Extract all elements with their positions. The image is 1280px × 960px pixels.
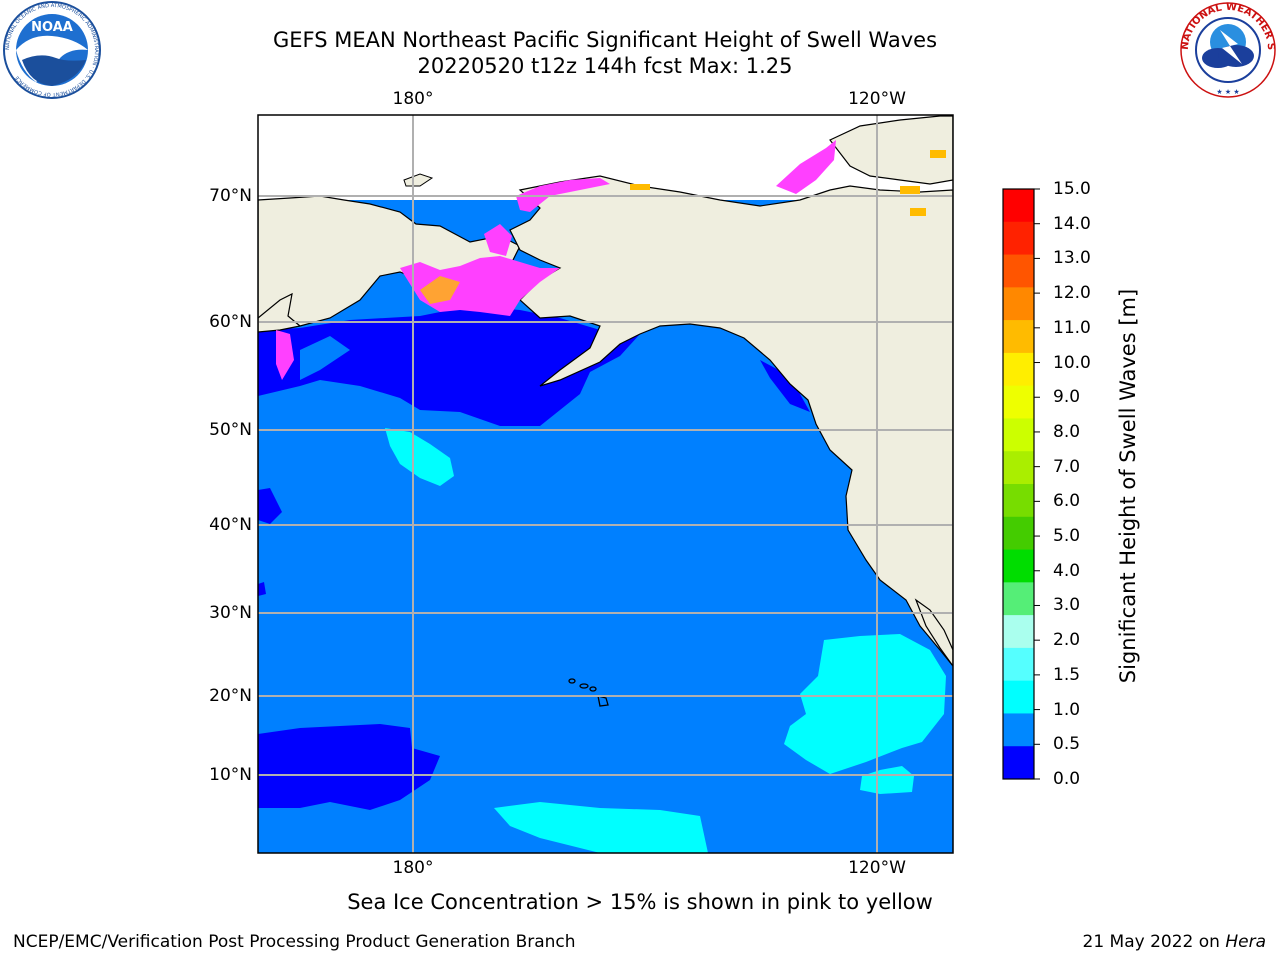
colorbar-swatch [1003,615,1034,649]
colorbar-tick-label: 0.0 [1053,769,1081,789]
colorbar-label: Significant Height of Swell Waves [m] [1116,288,1140,684]
colorbar-tick-label: 14.0 [1053,213,1091,234]
chart-subtitle: 20220520 t12z 144h fcst Max: 1.25 [417,54,793,78]
aleutian-low-swell [300,336,350,380]
colorbar-tick-label: 15.0 [1053,179,1091,199]
credit-text: NCEP/EMC/Verification Post Processing Pr… [13,932,576,952]
colorbar-swatch [1003,320,1034,354]
gulf-low-swell [760,360,810,412]
colorbar-swatch [1003,385,1034,419]
colorbar-swatch [1003,254,1034,288]
colorbar-tick-label: 1.5 [1053,664,1081,685]
sea-ice-note: Sea Ice Concentration > 15% is shown in … [347,890,933,914]
colorbar-tick-label: 6.0 [1053,491,1081,512]
southwest-low-swell [258,724,440,810]
canada-arctic-land [829,115,953,185]
west-edge-low [258,488,282,524]
colorbar-tick-label: 5.0 [1053,526,1081,547]
sea-ice-norton [484,224,512,256]
lat-label-70n: 70°N [209,186,252,206]
colorbar-swatch [1003,352,1034,387]
colorbar-swatch [1003,713,1034,747]
sea-ice-bering-yellow [420,276,460,304]
colorbar-swatch [1003,647,1034,682]
lat-label-30n: 30°N [209,603,252,623]
svg-text:★ ★ ★: ★ ★ ★ [1216,88,1239,96]
host-name: Hera [1225,932,1266,952]
colorbar-tick-label: 9.0 [1053,387,1081,408]
lat-label-20n: 20°N [209,686,252,706]
map-frame [257,114,954,854]
colorbar-tick-label: 8.0 [1053,421,1081,442]
kamchatka-coast [258,292,301,327]
east-patch-1 [784,634,946,774]
colorbar-tick-label: 0.5 [1053,734,1081,755]
colorbar-swatch [1003,287,1034,321]
north-america-land [509,175,953,667]
noaa-logo-text: NOAA [31,20,73,35]
sea-ice-chukchi [516,178,610,212]
chart-title: GEFS MEAN Northeast Pacific Significant … [272,28,938,52]
colorbar-tick-label: 13.0 [1053,248,1091,269]
colorbar-tick-label: 7.0 [1053,456,1081,477]
lon-label-bottom-180: 180° [392,858,434,878]
colorbar-swatch [1003,680,1034,714]
lon-label-top-120w: 120°W [848,89,906,109]
colorbar-swatch [1003,189,1034,223]
sea-ice-kamchatka [276,330,294,380]
colorbar-swatch [1003,418,1034,452]
colorbar-tick-label: 11.0 [1053,317,1091,338]
west-edge-low-2 [258,582,266,596]
sea-ice-arctic-dots [630,150,946,216]
east-patch-2 [860,766,914,794]
colorbar-swatch [1003,549,1034,583]
lat-label-10n: 10°N [209,765,252,785]
colorbar-swatch [1003,746,1034,780]
colorbar-swatch [1003,484,1034,518]
mid-pacific-patch [385,428,454,486]
noaa-logo-icon: NOAA NATIONAL OCEANIC AND ATMOSPHERIC AD… [3,1,101,99]
lat-label-50n: 50°N [209,420,252,440]
colorbar-swatch [1003,516,1034,551]
colorbar-tick-label: 4.0 [1053,560,1081,581]
lon-label-bottom-120w: 120°W [848,858,906,878]
south-patch [494,802,708,853]
st-lawrence-island [403,173,434,187]
map-gridlines [258,115,953,853]
sea-ice-beaufort [776,140,836,194]
colorbar-tick-label: 12.0 [1053,283,1091,304]
colorbar-swatch [1003,451,1034,485]
nws-logo-icon: NATIONAL WEATHER SERVICE ★ ★ ★ [1176,0,1276,98]
colorbar-tick-label: 10.0 [1053,352,1091,373]
colorbar-tick-label: 1.0 [1053,699,1081,720]
date-text: 21 May 2022 on Hera [1083,932,1267,952]
date-label: 21 May 2022 on [1082,932,1220,952]
colorbar-tick-label: 3.0 [1053,595,1081,616]
bering-low-swell [258,306,640,426]
colorbar-tick-label: 2.0 [1053,630,1081,651]
hawaii-islands [568,678,609,707]
lat-label-40n: 40°N [209,515,252,535]
colorbar-swatch [1003,221,1034,256]
lat-label-60n: 60°N [209,312,252,332]
colorbar-swatch [1003,582,1034,616]
lon-label-top-180: 180° [392,89,434,109]
